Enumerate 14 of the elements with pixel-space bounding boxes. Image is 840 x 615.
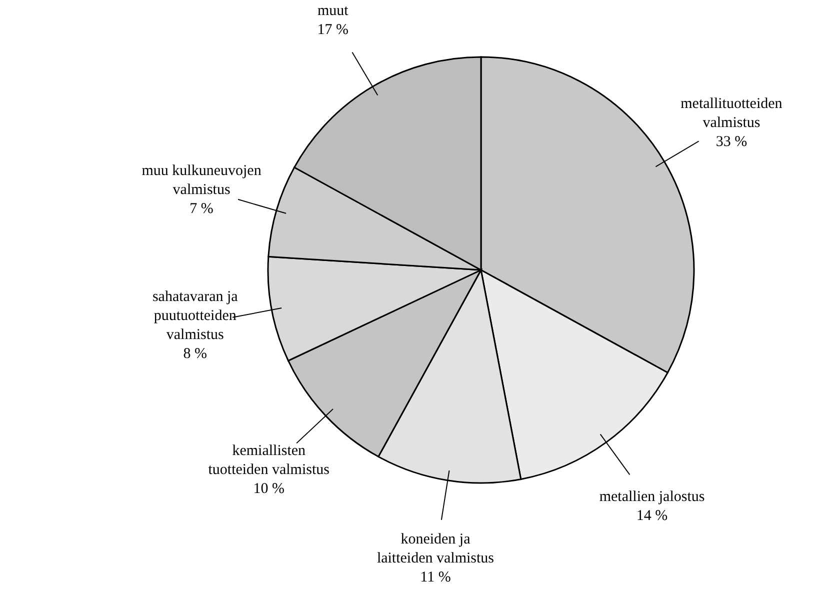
data-label: 14 % xyxy=(636,508,668,524)
data-label: 10 % xyxy=(253,481,284,498)
data-label: 8 % xyxy=(183,346,208,362)
data-label: 33 % xyxy=(716,134,748,150)
data-label: 17 % xyxy=(317,22,348,38)
slice-label: koneiden ja laitteiden valmistus xyxy=(376,531,494,566)
data-label: 7 % xyxy=(190,200,214,217)
slice-label: metallien jalostus xyxy=(599,488,705,505)
slice-label: muu kulkuneuvojen valmistus xyxy=(142,162,262,198)
slice-label: metallituotteiden valmistus xyxy=(680,96,783,131)
slice-label: kemiallisten tuotteiden valmistus xyxy=(208,443,330,478)
slice-label: sahatavaran ja puutuotteiden valmistus xyxy=(152,289,238,344)
data-label: 11 % xyxy=(420,569,451,586)
slice-label: muut xyxy=(317,3,350,20)
